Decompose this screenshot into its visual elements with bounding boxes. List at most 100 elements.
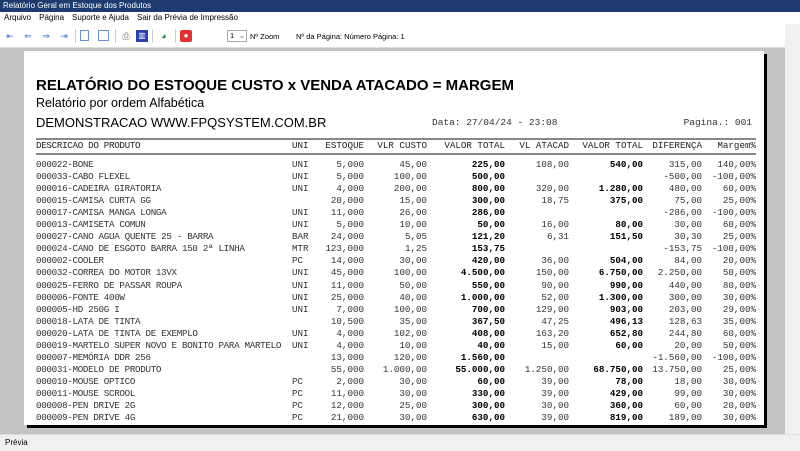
- cell-total-sale: 903,00: [609, 303, 643, 315]
- cell-total-cost: 550,00: [471, 279, 505, 291]
- table-row: 000020-LATA DE TINTA DE EXEMPLO UNI 4,000 1…: [24, 328, 764, 340]
- cell-cost: 30,00: [399, 412, 427, 424]
- cell-cost: 50,00: [399, 279, 427, 291]
- cell-total-cost: 1.000,00: [460, 291, 505, 303]
- cell-cost: 10,00: [399, 219, 427, 231]
- cell-description: 000020-LATA DE TINTA DE EXEMPLO: [36, 327, 198, 339]
- cell-total-cost: 50,00: [477, 219, 505, 231]
- cell-total-sale: 819,00: [609, 412, 643, 424]
- cell-total-sale: 1.280,00: [598, 183, 643, 195]
- cell-cost: 120,00: [393, 351, 427, 363]
- cell-margin: -100,00%: [711, 243, 756, 255]
- cell-unit: BAR: [292, 231, 309, 243]
- menu-suporte[interactable]: Suporte e Ajuda: [72, 13, 129, 22]
- cell-total-sale: 1.300,00: [598, 291, 643, 303]
- cell-difference: 13.750,00: [652, 363, 702, 375]
- table-row: 000007-MEMÓRIA DDR 256 13,000 120,00 1.560,…: [24, 352, 764, 364]
- cell-cost: 1,25: [404, 243, 427, 255]
- cell-wholesale-price: 52,00: [541, 291, 569, 303]
- cell-total-sale: 429,00: [609, 387, 643, 399]
- table-row: 000010-MOUSE OPTICO PC 2,000 30,00 60,00 39,0…: [24, 376, 764, 388]
- cell-stock: 4,000: [336, 183, 364, 195]
- cell-difference: 244,80: [668, 327, 702, 339]
- cell-difference: 20,00: [674, 339, 702, 351]
- first-page-icon[interactable]: ⇤: [6, 31, 14, 41]
- cell-cost: 45,00: [399, 159, 427, 170]
- divider: [152, 29, 153, 43]
- cell-wholesale-price: 39,00: [541, 387, 569, 399]
- cell-unit: UNI: [292, 171, 309, 183]
- zoom-label: Nº Zoom: [250, 32, 280, 41]
- cell-wholesale-price: 39,00: [541, 375, 569, 387]
- last-page-icon[interactable]: ⇥: [60, 31, 68, 41]
- cell-unit: UNI: [292, 339, 309, 351]
- cell-unit: UNI: [292, 303, 309, 315]
- cell-difference: -286,00: [663, 207, 702, 219]
- table-row: 000017-CAMISA MANGA LONGA UNI 11,000 26,00 2…: [24, 207, 764, 219]
- cell-difference: 203,00: [668, 303, 702, 315]
- cell-margin: 60,00%: [722, 183, 756, 195]
- cell-total-cost: 367,50: [471, 315, 505, 327]
- cell-stock: 5,000: [336, 219, 364, 231]
- vertical-scrollbar[interactable]: [785, 24, 800, 434]
- cell-cost: 30,00: [399, 387, 427, 399]
- export-icon[interactable]: ▥: [136, 30, 148, 42]
- cell-total-cost: 500,00: [471, 171, 505, 183]
- cell-wholesale-price: 6,31: [546, 231, 569, 243]
- column-header-description: DESCRICAO DO PRODUTO: [36, 140, 141, 151]
- cell-difference: 315,00: [668, 159, 702, 170]
- table-row: 000018-LATA DE TINTA 10,500 35,00 367,50 47,…: [24, 316, 764, 328]
- next-page-icon[interactable]: ⇒: [42, 31, 50, 41]
- cell-margin: 30,00%: [722, 387, 756, 399]
- menu-arquivo[interactable]: Arquivo: [4, 13, 32, 22]
- status-bar: Prévia: [0, 434, 800, 450]
- cell-total-sale: 496,13: [609, 315, 643, 327]
- cell-description: 000009-PEN DRIVE 4G: [36, 412, 136, 424]
- report-date: Data: 27/04/24 - 23:08: [432, 117, 558, 128]
- cell-margin: -100,00%: [711, 171, 756, 183]
- cell-unit: PC: [292, 375, 304, 387]
- cell-stock: 25,000: [330, 291, 364, 303]
- menu-sair[interactable]: Sair da Prévia de Impressão: [136, 13, 238, 22]
- cell-unit: PC: [292, 255, 304, 267]
- cell-wholesale-price: 36,00: [541, 255, 569, 267]
- print-icon[interactable]: ⎙: [122, 31, 130, 41]
- cell-total-cost: 60,00: [477, 375, 505, 387]
- single-page-icon[interactable]: [80, 30, 89, 41]
- close-preview-icon[interactable]: ●: [180, 30, 192, 42]
- two-pages-icon[interactable]: [98, 30, 109, 41]
- prev-page-icon[interactable]: ⇐: [24, 31, 32, 41]
- report-title: RELATÓRIO DO ESTOQUE CUSTO x VENDA ATACA…: [36, 77, 514, 94]
- cell-unit: UNI: [292, 159, 309, 170]
- table-row: 000019-MARTELO SUPER NOVO E BONITO PARA …: [24, 340, 764, 352]
- cell-total-sale: 375,00: [609, 195, 643, 207]
- menu-pagina[interactable]: Página: [39, 13, 65, 22]
- cell-total-sale: 540,00: [609, 159, 643, 170]
- cell-difference: 300,00: [668, 291, 702, 303]
- cell-margin: 20,00%: [722, 255, 756, 267]
- cell-stock: 12,000: [330, 400, 364, 411]
- column-header-unit: UNI: [292, 140, 309, 151]
- table-row: 000022-BONE UNI 5,000 45,00 225,00 108,00 540,…: [24, 159, 764, 171]
- cell-margin: 50,00%: [722, 339, 756, 351]
- cell-description: 000011-MOUSE SCROOL: [36, 387, 136, 399]
- cell-cost: 102,00: [393, 327, 427, 339]
- cell-description: 000032-CORREA DO MOTOR 13VX: [36, 267, 177, 279]
- cell-margin: -100,00%: [711, 351, 756, 363]
- cell-difference: -1.560,00: [652, 351, 702, 363]
- cell-description: 000013-CAMISETA COMUN: [36, 219, 146, 231]
- report-page: RELATÓRIO DO ESTOQUE CUSTO x VENDA ATACA…: [24, 51, 764, 425]
- zoom-select[interactable]: 1 ⌄: [227, 30, 247, 42]
- cell-difference: -500,00: [663, 171, 702, 183]
- cell-total-cost: 408,00: [471, 327, 505, 339]
- column-header-total-sale: VALOR TOTAL: [582, 140, 643, 151]
- column-header-difference: DIFERENÇA: [652, 140, 702, 151]
- cell-wholesale-price: 1.250,00: [524, 363, 569, 375]
- cell-cost: 10,00: [399, 339, 427, 351]
- cell-cost: 100,00: [393, 267, 427, 279]
- cell-margin: 30,00%: [722, 375, 756, 387]
- cell-margin: 50,00%: [722, 267, 756, 279]
- web-icon[interactable]: ◕: [161, 31, 167, 41]
- cell-cost: 25,00: [399, 400, 427, 411]
- cell-cost: 100,00: [393, 171, 427, 183]
